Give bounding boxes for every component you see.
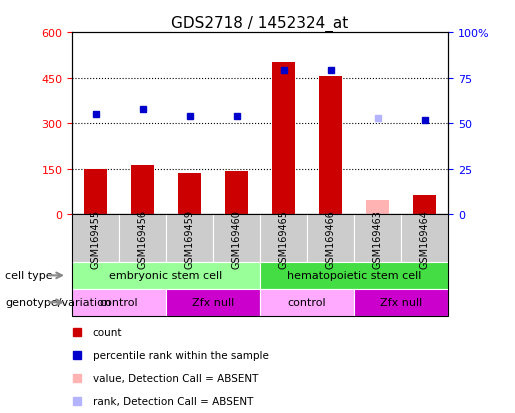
Bar (307, 215, 354, 262)
Text: genotype/variation: genotype/variation (5, 297, 111, 308)
Text: Zfx null: Zfx null (192, 297, 234, 308)
Bar (413, 195, 436, 215)
Bar (354, 289, 448, 316)
Bar (225, 171, 248, 215)
Bar (166, 215, 213, 262)
Bar (213, 215, 260, 262)
Text: GSM169466: GSM169466 (325, 209, 336, 268)
Bar (319, 77, 342, 215)
Bar (72, 215, 119, 262)
Text: embryonic stem cell: embryonic stem cell (110, 271, 222, 281)
Text: control: control (288, 297, 327, 308)
Text: GSM169455: GSM169455 (91, 209, 100, 268)
Bar (131, 165, 154, 215)
Bar (260, 262, 448, 289)
Text: control: control (100, 297, 139, 308)
Text: GSM169463: GSM169463 (372, 209, 383, 268)
Text: value, Detection Call = ABSENT: value, Detection Call = ABSENT (93, 373, 258, 383)
Bar (72, 262, 260, 289)
Text: GSM169460: GSM169460 (232, 209, 242, 268)
Bar (72, 289, 166, 316)
Text: count: count (93, 328, 122, 337)
Bar (354, 215, 401, 262)
Text: GSM169459: GSM169459 (184, 209, 195, 268)
Bar (260, 289, 354, 316)
Text: Zfx null: Zfx null (380, 297, 422, 308)
Title: GDS2718 / 1452324_at: GDS2718 / 1452324_at (171, 16, 349, 32)
Text: cell type: cell type (5, 271, 53, 281)
Bar (178, 173, 201, 215)
Bar (272, 63, 295, 215)
Bar (72, 215, 448, 316)
Bar (84, 170, 107, 215)
Bar (166, 289, 260, 316)
Text: percentile rank within the sample: percentile rank within the sample (93, 350, 269, 360)
Bar (260, 215, 307, 262)
Bar (401, 215, 448, 262)
Bar (366, 200, 389, 215)
Bar (119, 215, 166, 262)
Text: hematopoietic stem cell: hematopoietic stem cell (287, 271, 421, 281)
Text: GSM169464: GSM169464 (420, 209, 430, 268)
Text: rank, Detection Call = ABSENT: rank, Detection Call = ABSENT (93, 396, 253, 406)
Text: GSM169456: GSM169456 (138, 209, 148, 268)
Text: GSM169465: GSM169465 (279, 209, 288, 268)
